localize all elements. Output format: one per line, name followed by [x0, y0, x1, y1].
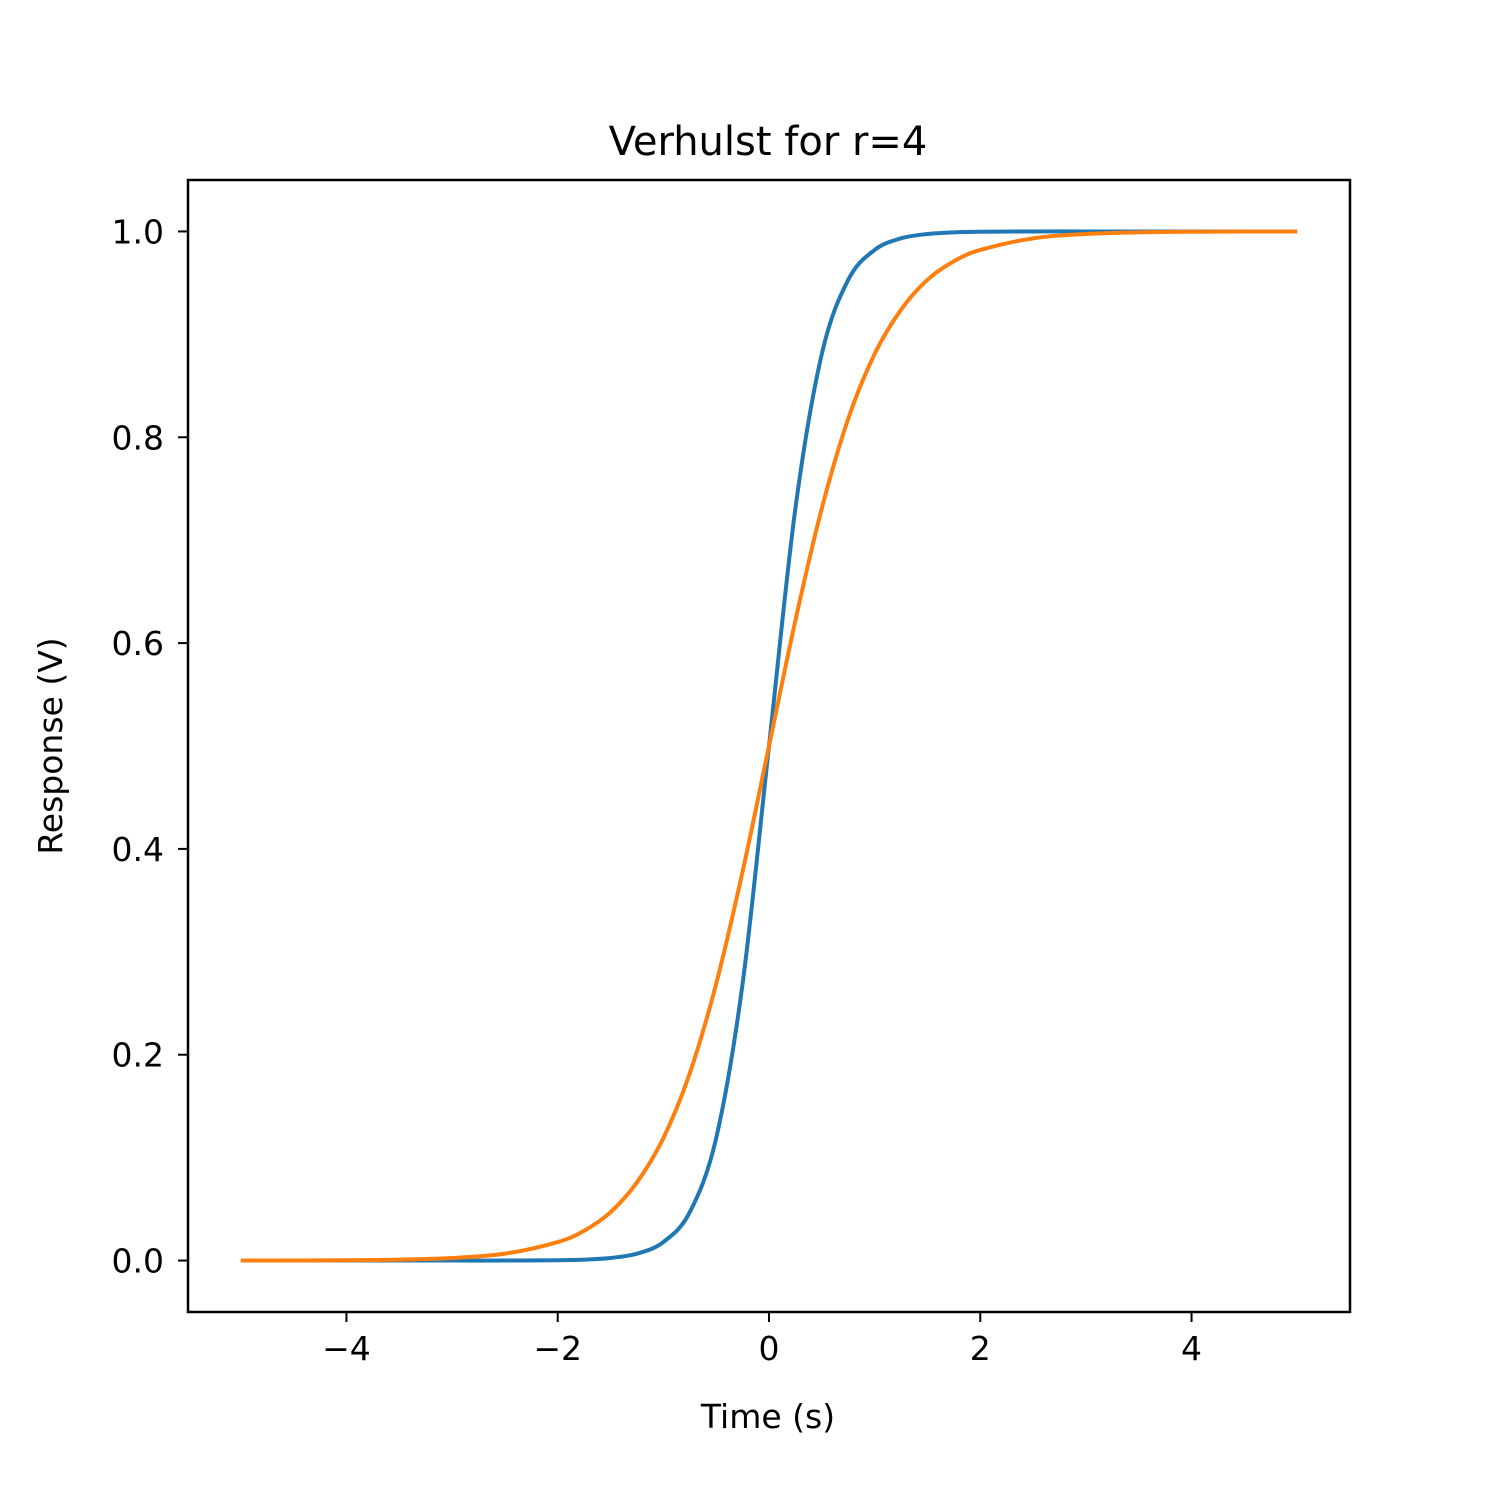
x-tick-label: 0 — [759, 1329, 780, 1368]
x-tick-label: 4 — [1181, 1329, 1202, 1368]
chart-title: Verhulst for r=4 — [609, 119, 928, 165]
y-axis: 0.0 0.2 0.4 0.6 0.8 1.0 — [112, 212, 188, 1281]
y-tick-label: 0.2 — [112, 1036, 164, 1075]
y-tick-label: 0.4 — [112, 830, 164, 869]
x-tick-label: −2 — [533, 1329, 582, 1368]
x-tick-label: −4 — [322, 1329, 371, 1368]
series-line-2 — [240, 229, 1298, 1263]
y-tick-label: 0.8 — [112, 418, 164, 457]
y-tick-label: 0.0 — [112, 1242, 164, 1281]
y-tick-label: 0.6 — [112, 624, 164, 663]
x-axis: −4 −2 0 2 4 — [322, 1312, 1202, 1368]
series-layer — [240, 229, 1298, 1263]
x-tick-label: 2 — [970, 1329, 991, 1368]
y-tick-label: 1.0 — [112, 212, 164, 251]
plot-area — [186, 178, 1352, 1314]
x-axis-label: Time (s) — [700, 1397, 835, 1436]
y-axis-label: Response (V) — [31, 637, 70, 854]
